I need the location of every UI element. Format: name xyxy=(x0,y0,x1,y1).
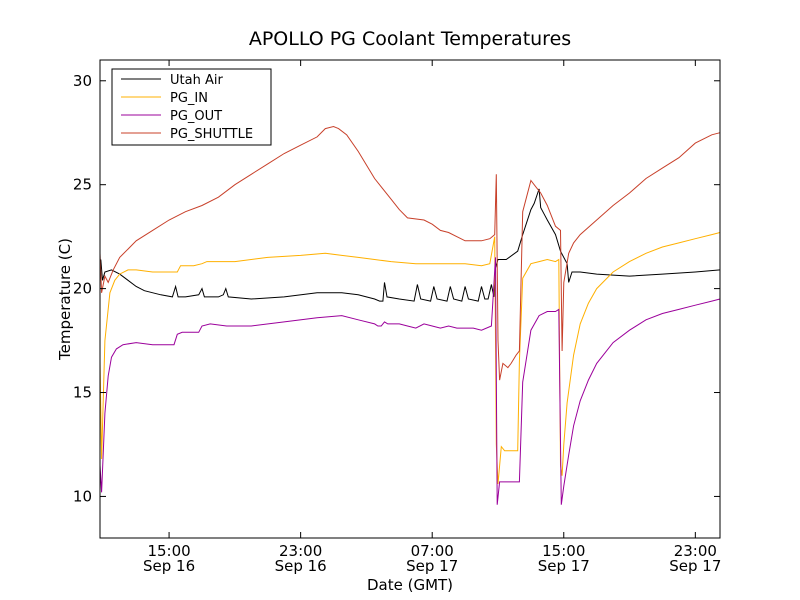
plot-frame xyxy=(99,59,721,539)
y-tick-label-25: 25 xyxy=(73,176,92,194)
x-tick-label-time-1: 23:00 xyxy=(279,542,322,560)
y-tick-label-15: 15 xyxy=(73,384,92,402)
chart-title: APOLLO PG Coolant Temperatures xyxy=(249,28,571,50)
legend: Utah Air PG_IN PG_OUT PG_SHUTTLE xyxy=(111,68,272,146)
legend-label-pg-out: PG_OUT xyxy=(170,109,222,124)
x-tick-label-date-3: Sep 17 xyxy=(538,557,590,575)
x-axis-label: Date (GMT) xyxy=(367,576,453,594)
y-tick-label-10: 10 xyxy=(73,487,92,505)
x-tick-label-date-4: Sep 17 xyxy=(669,557,721,575)
legend-label-utah-air: Utah Air xyxy=(170,73,223,88)
x-tick-label-date-0: Sep 16 xyxy=(143,557,195,575)
x-tick-label-date-1: Sep 16 xyxy=(275,557,327,575)
y-tick-label-20: 20 xyxy=(73,280,92,298)
x-tick-label-date-2: Sep 17 xyxy=(406,557,458,575)
x-tick-label-time-0: 15:00 xyxy=(147,542,190,560)
x-tick-label-time-2: 07:00 xyxy=(411,542,454,560)
y-axis-ticks: 10 15 20 25 30 xyxy=(73,72,720,505)
series-line-pg-out xyxy=(99,257,721,505)
y-axis-label: Temperature (C) xyxy=(56,238,74,361)
legend-label-pg-shuttle: PG_SHUTTLE xyxy=(170,127,253,142)
plot-series-group xyxy=(99,125,721,505)
series-line-pg-in xyxy=(99,232,721,485)
y-tick-label-30: 30 xyxy=(73,72,92,90)
x-tick-label-time-3: 15:00 xyxy=(542,542,585,560)
x-tick-label-time-4: 23:00 xyxy=(674,542,717,560)
series-line-pg-shuttle xyxy=(99,125,721,381)
series-line-utah-air xyxy=(99,188,721,302)
legend-box xyxy=(111,68,272,146)
legend-label-pg-in: PG_IN xyxy=(170,91,208,106)
